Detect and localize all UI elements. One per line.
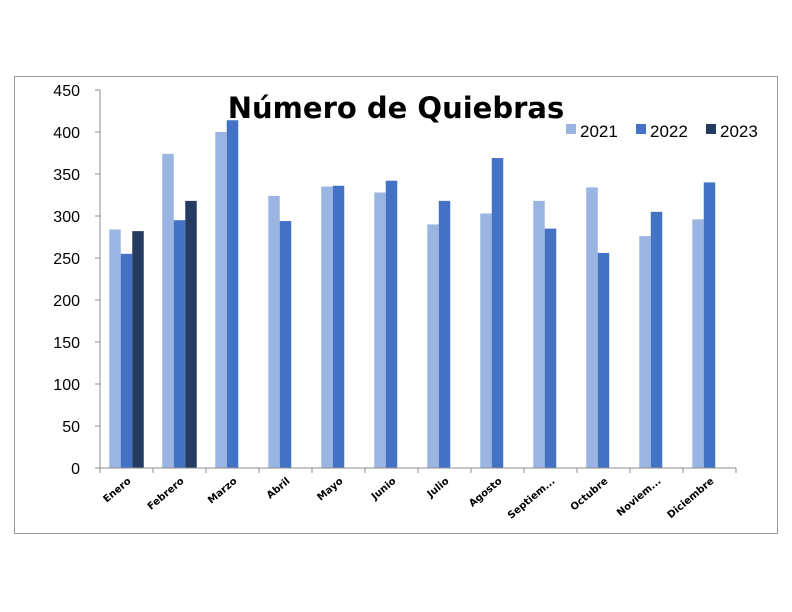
bar-2022-11 bbox=[703, 182, 716, 468]
bars bbox=[109, 120, 716, 469]
legend-swatch-2022 bbox=[636, 124, 646, 134]
x-category-label: Julio bbox=[425, 476, 452, 501]
bar-2023-1 bbox=[185, 200, 197, 468]
x-category-label: Marzo bbox=[206, 476, 239, 507]
y-tick-label: 300 bbox=[53, 209, 80, 226]
x-category-label: Noviem... bbox=[615, 476, 663, 519]
bar-2022-7 bbox=[491, 158, 504, 469]
legend-label-2022: 2022 bbox=[650, 122, 688, 141]
y-tick-label: 0 bbox=[71, 461, 80, 478]
legend-label-2021: 2021 bbox=[580, 122, 618, 141]
legend-label-2023: 2023 bbox=[720, 122, 758, 141]
x-category-label: Agosto bbox=[467, 476, 504, 510]
bar-2023-0 bbox=[132, 231, 144, 468]
bar-2022-3 bbox=[279, 221, 292, 468]
bar-2021-4 bbox=[321, 186, 333, 468]
y-tick-label: 250 bbox=[53, 251, 80, 268]
y-tick-label: 350 bbox=[53, 167, 80, 184]
x-category-label: Septiem... bbox=[506, 476, 557, 522]
x-category-label: Diciembre bbox=[666, 476, 717, 521]
bar-2021-7 bbox=[480, 213, 492, 468]
legend: 2021 2022 2023 bbox=[566, 122, 758, 141]
bar-2022-5 bbox=[385, 180, 398, 468]
y-tick-label: 400 bbox=[53, 125, 80, 142]
y-tick-label: 50 bbox=[62, 419, 80, 436]
bar-2022-1 bbox=[173, 220, 186, 468]
bar-2021-5 bbox=[374, 192, 386, 469]
chart-frame bbox=[14, 76, 778, 534]
bar-2021-0 bbox=[109, 229, 121, 468]
y-tick-label: 100 bbox=[53, 377, 80, 394]
bar-2021-10 bbox=[639, 236, 651, 468]
bar-2022-0 bbox=[120, 253, 133, 468]
bar-2021-11 bbox=[692, 219, 704, 468]
x-category-label: Enero bbox=[101, 476, 133, 505]
x-category-label: Junio bbox=[369, 476, 399, 503]
bar-2021-6 bbox=[427, 224, 439, 468]
bar-2021-1 bbox=[162, 153, 174, 468]
x-category-label: Abril bbox=[265, 476, 293, 502]
bar-2022-10 bbox=[650, 211, 663, 469]
bar-2022-2 bbox=[226, 120, 239, 469]
x-category-label: Febrero bbox=[146, 476, 187, 513]
bar-2021-3 bbox=[268, 195, 280, 468]
y-tick-label: 450 bbox=[53, 83, 80, 100]
bar-2022-4 bbox=[332, 185, 345, 468]
x-axis: Enero Febrero Marzo Abril Mayo Junio Julio Agos… bbox=[99, 467, 737, 522]
bar-2022-9 bbox=[597, 252, 610, 468]
x-category-label: Octubre bbox=[569, 476, 611, 514]
y-axis: 0 50 100 150 200 250 300 350 400 450 bbox=[53, 83, 101, 478]
bar-2021-8 bbox=[533, 200, 545, 468]
x-category-label: Mayo bbox=[316, 476, 346, 504]
legend-swatch-2021 bbox=[566, 124, 576, 134]
bar-2022-8 bbox=[544, 228, 557, 468]
legend-swatch-2023 bbox=[706, 124, 716, 134]
bar-2021-9 bbox=[586, 187, 598, 468]
y-tick-label: 200 bbox=[53, 293, 80, 310]
y-tick-label: 150 bbox=[53, 335, 80, 352]
bar-2022-6 bbox=[438, 200, 451, 468]
chart-title: Número de Quiebras bbox=[228, 91, 564, 125]
bar-2021-2 bbox=[215, 132, 227, 468]
